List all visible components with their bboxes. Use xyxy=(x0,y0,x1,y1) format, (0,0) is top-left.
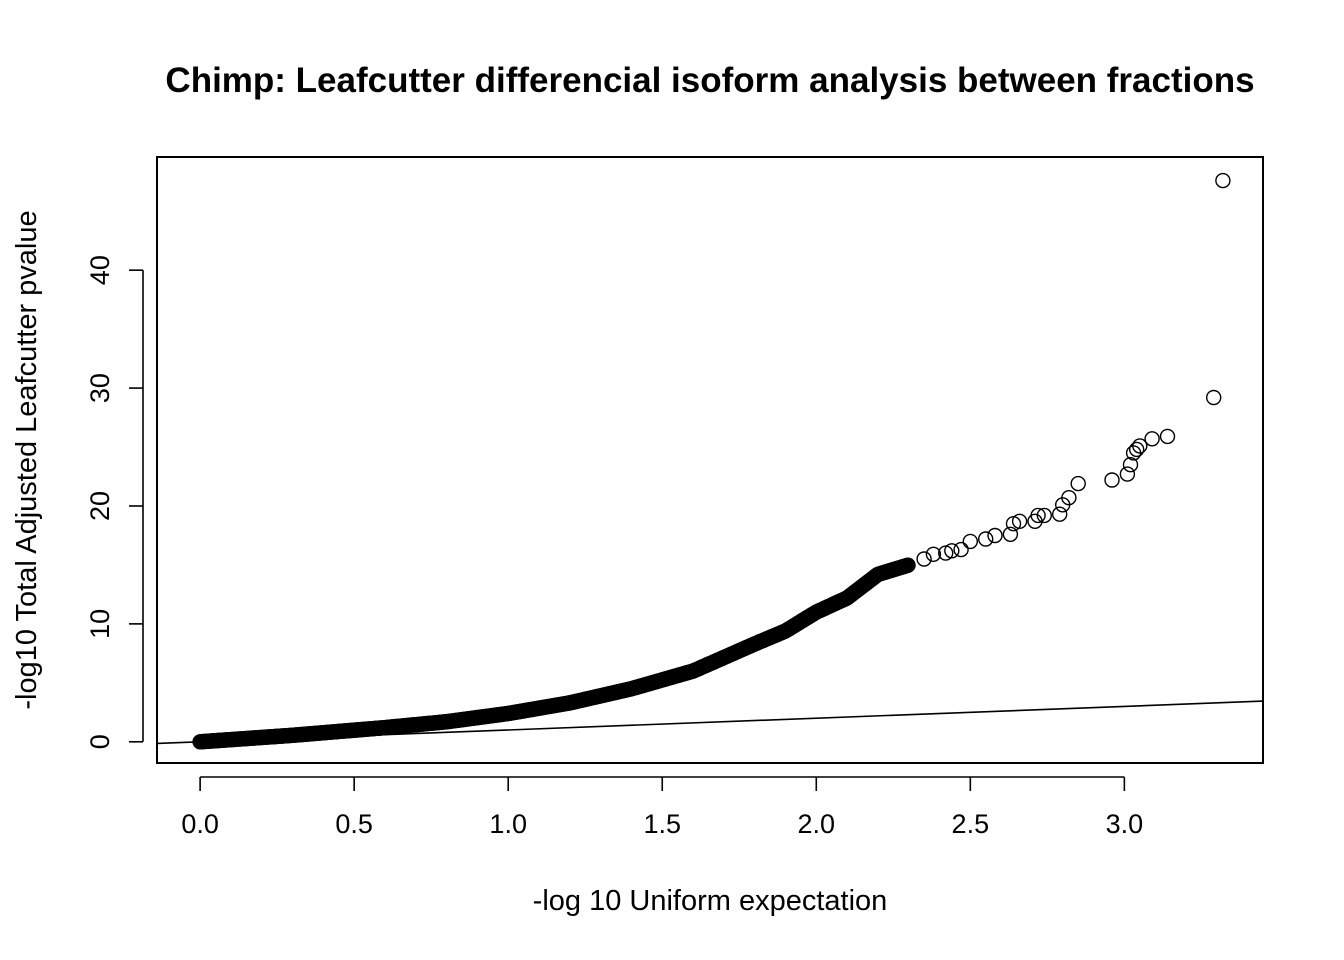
x-tick-label: 1.0 xyxy=(489,809,527,839)
y-tick-label: 0 xyxy=(85,734,115,749)
y-axis: 0 10 20 30 40 xyxy=(85,255,144,749)
x-tick-label: 2.0 xyxy=(798,809,836,839)
data-point xyxy=(1011,513,1028,529)
data-point xyxy=(1030,507,1046,524)
data-point xyxy=(1215,172,1231,189)
data-point xyxy=(944,543,960,559)
y-tick-label: 40 xyxy=(85,255,115,285)
y-tick-label: 10 xyxy=(85,609,115,639)
data-point xyxy=(1159,428,1176,445)
x-tick-label: 3.0 xyxy=(1106,809,1144,839)
x-tick-label: 2.5 xyxy=(952,809,990,839)
data-point xyxy=(1070,475,1086,492)
data-point xyxy=(1144,431,1160,447)
data-point xyxy=(1119,466,1136,482)
data-point xyxy=(1061,490,1077,506)
data-point xyxy=(925,546,942,562)
data-point xyxy=(987,527,1003,544)
data-point xyxy=(953,541,969,558)
data-point xyxy=(938,545,954,561)
chart-title: Chimp: Leafcutter differencial isoform a… xyxy=(165,61,1254,100)
y-axis-label: -log10 Total Adjusted Leafcutter pvalue xyxy=(11,210,43,709)
data-point xyxy=(1128,441,1145,458)
data-point xyxy=(978,531,994,547)
y-tick-label: 20 xyxy=(85,491,115,521)
data-point xyxy=(1036,507,1053,524)
y-tick-label: 30 xyxy=(85,373,115,403)
x-tick-label: 1.5 xyxy=(643,809,681,839)
x-tick-label: 0.0 xyxy=(181,809,219,839)
data-point xyxy=(1051,506,1068,522)
x-axis: 0.0 0.5 1.0 1.5 2.0 2.5 3.0 xyxy=(181,776,1144,839)
data-point xyxy=(1002,526,1019,542)
x-axis-label: -log 10 Uniform expectation xyxy=(533,885,888,917)
data-point xyxy=(962,533,978,550)
plot-frame xyxy=(156,156,1264,764)
data-point xyxy=(900,557,916,573)
x-tick-label: 0.5 xyxy=(335,809,373,839)
data-point xyxy=(1205,389,1222,406)
data-point xyxy=(1104,472,1120,488)
data-point xyxy=(1122,457,1139,473)
data-point xyxy=(1132,438,1148,454)
data-points xyxy=(192,172,1231,750)
data-point xyxy=(916,551,932,567)
